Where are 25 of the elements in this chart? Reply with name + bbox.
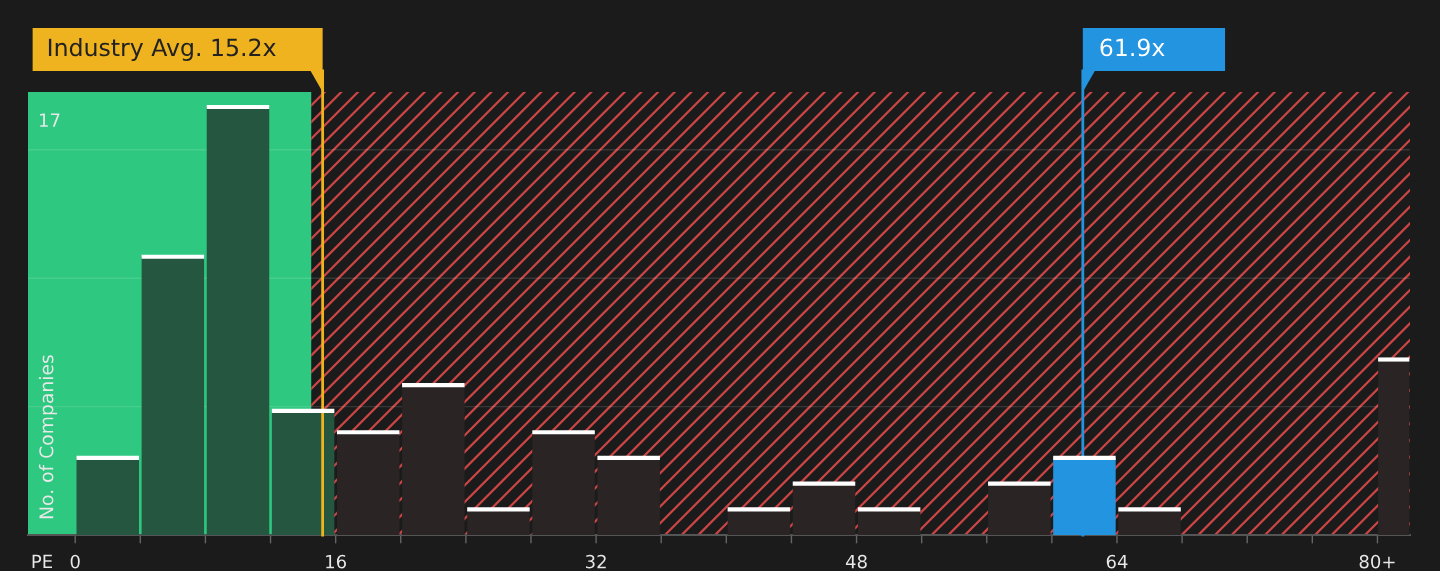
bar xyxy=(532,432,595,535)
bar xyxy=(792,483,856,535)
bar xyxy=(206,106,270,535)
bar xyxy=(141,256,205,535)
bar xyxy=(988,483,1051,535)
bar xyxy=(857,509,921,535)
ref-line-label: Industry Avg. 15.2x xyxy=(48,38,276,61)
x-tick-label: 64 xyxy=(1106,554,1128,569)
bar xyxy=(597,457,660,535)
annotation: 17 xyxy=(39,113,60,127)
bar xyxy=(1118,509,1181,535)
x-tick-label: 16 xyxy=(326,554,346,569)
x-tick-label: 32 xyxy=(585,554,606,569)
bar xyxy=(727,509,791,535)
bar xyxy=(467,509,530,535)
x-axis-title: PE xyxy=(32,554,52,568)
ref-line-label: 61.9x xyxy=(1100,38,1165,57)
x-tick-label: 0 xyxy=(70,554,80,569)
y-axis-title: No. of Companies xyxy=(38,355,58,519)
bar xyxy=(336,432,400,535)
bar xyxy=(402,385,465,535)
x-tick-label: 48 xyxy=(845,554,867,569)
bar xyxy=(271,410,335,535)
x-tick-label: 80+ xyxy=(1359,554,1395,569)
bar xyxy=(76,457,140,535)
